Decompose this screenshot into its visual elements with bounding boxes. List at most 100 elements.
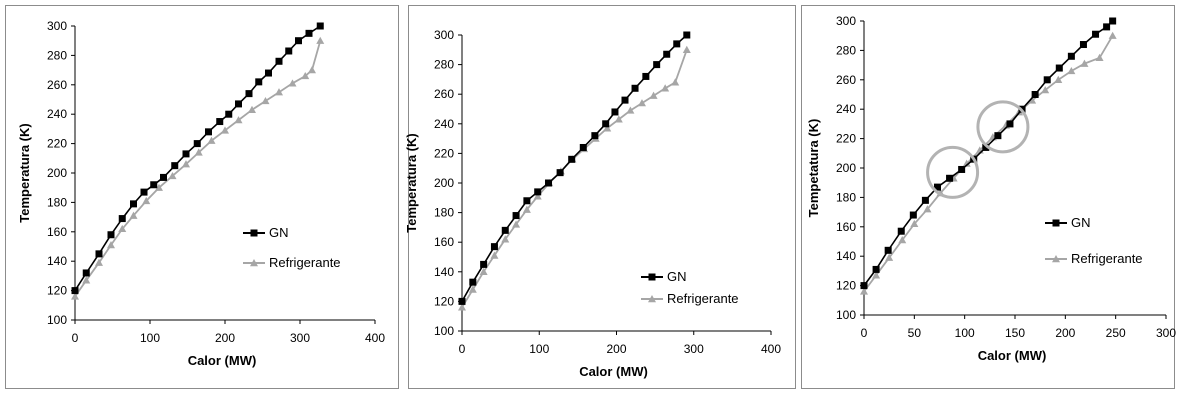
y-tick-label: 140: [47, 254, 67, 268]
x-tick-label: 0: [861, 326, 868, 340]
chart-2: 100 120 140 160 180 200 220 240 260 280 300 0 100 200…: [404, 5, 796, 389]
y-tick-label: 100: [836, 308, 856, 322]
series-refrigerante-point: [1054, 75, 1063, 83]
x-tick-label: 100: [529, 342, 549, 356]
series-gn-point: [193, 140, 201, 148]
legend-marker: [250, 259, 258, 267]
series-gn-point: [602, 120, 610, 128]
series-gn-point: [933, 183, 941, 191]
series-gn-point: [182, 150, 190, 158]
series-gn-point: [140, 188, 148, 196]
y-axis-title: Tempetatura (K): [806, 119, 821, 218]
y-tick-label: 160: [47, 225, 67, 239]
series-gn-point: [631, 84, 639, 92]
y-tick-label: 180: [434, 206, 454, 220]
legend-label-gn: GN: [269, 225, 289, 240]
y-tick-label: 120: [47, 284, 67, 298]
series-gn-point: [884, 246, 892, 254]
legend-label-refrigerante: Refrigerante: [667, 291, 739, 306]
y-tick-label: 140: [836, 249, 856, 263]
series-refrigerante-point: [885, 253, 894, 261]
series-refrigerante-point: [221, 126, 229, 134]
series-refrigerante-point: [661, 84, 670, 92]
series-refrigerante-point: [682, 45, 691, 53]
x-tick-label: 0: [72, 331, 79, 345]
series-gn-point: [982, 143, 990, 151]
x-tick-label: 400: [365, 331, 385, 345]
x-tick-label: 250: [1106, 326, 1126, 340]
series-gn-point: [1067, 52, 1075, 60]
y-tick-label: 240: [434, 117, 454, 131]
series-refrigerante-point: [288, 79, 297, 87]
series-gn-point: [611, 108, 619, 116]
legend-label-gn: GN: [667, 269, 687, 284]
series-refrigerante-point: [95, 258, 103, 266]
series-gn-point: [1006, 120, 1014, 128]
y-tick-label: 240: [47, 107, 67, 121]
series-refrigerante-point: [490, 251, 499, 259]
series-refrigerante-point: [860, 287, 868, 295]
y-tick-label: 300: [434, 28, 454, 42]
series-gn-point: [255, 78, 263, 86]
series-refrigerante-point: [1067, 66, 1076, 75]
series-gn-point: [909, 211, 917, 219]
series-refrigerante-point: [501, 235, 510, 243]
series-gn-point: [130, 200, 137, 208]
series-gn-point: [994, 132, 1002, 140]
series-gn-point: [107, 231, 115, 239]
series-gn-point: [860, 282, 868, 290]
series-gn-point: [265, 69, 272, 77]
series-refrigerante-point: [1108, 31, 1117, 39]
y-tick-label: 160: [836, 220, 856, 234]
chart-2-frame: [408, 5, 796, 389]
series-gn-point: [1092, 30, 1100, 38]
series-refrigerante-point: [82, 276, 91, 284]
y-tick-label: 260: [47, 78, 67, 92]
series-gn-point: [225, 110, 233, 118]
series-refrigerante-point: [248, 105, 256, 113]
series-gn-point: [216, 118, 224, 126]
legend-marker: [1052, 219, 1060, 227]
series-gn-point: [275, 57, 283, 65]
series-refrigerante-point: [649, 91, 658, 99]
series-gn-point: [523, 197, 531, 205]
series-gn-point: [683, 31, 691, 39]
chart-1-frame: [5, 5, 399, 389]
series-gn-point: [534, 188, 542, 196]
series-refrigerante-point: [637, 99, 646, 107]
x-tick-label: 0: [459, 342, 466, 356]
series-gn-point: [1079, 41, 1087, 49]
series-gn-line: [461, 34, 688, 302]
series-gn-point: [305, 29, 313, 37]
y-tick-label: 200: [47, 166, 67, 180]
series-refrigerante-point: [316, 36, 325, 44]
series-refrigerante-point: [107, 241, 115, 249]
series-refrigerante-point: [626, 106, 635, 114]
series-gn-point: [621, 96, 629, 104]
series-refrigerante-point: [207, 136, 216, 144]
series-refrigerante-point: [71, 292, 79, 300]
x-axis-title: Calor (MW): [978, 348, 1047, 363]
legend-marker: [648, 295, 656, 303]
series-gn-point: [150, 181, 158, 189]
series-refrigerante-point: [182, 160, 190, 168]
series-refrigerante-point: [603, 124, 612, 132]
x-tick-label: 400: [761, 342, 781, 356]
series-gn-point: [512, 212, 520, 220]
series-refrigerante-point: [872, 271, 881, 279]
series-gn-point: [591, 132, 599, 140]
annotation-circle: [926, 145, 980, 199]
series-refrigerante-point: [129, 211, 138, 219]
series-refrigerante-point: [168, 171, 177, 180]
y-tick-label: 180: [836, 190, 856, 204]
series-refrigerante-point: [910, 219, 919, 228]
series-gn-point: [663, 50, 671, 58]
series-gn-point: [642, 72, 650, 80]
series-refrigerante-point: [275, 88, 283, 96]
y-tick-label: 260: [434, 87, 454, 101]
series-gn-point: [71, 287, 79, 295]
y-tick-label: 300: [836, 14, 856, 28]
y-tick-label: 200: [434, 176, 454, 190]
series-gn-point: [1103, 23, 1111, 31]
